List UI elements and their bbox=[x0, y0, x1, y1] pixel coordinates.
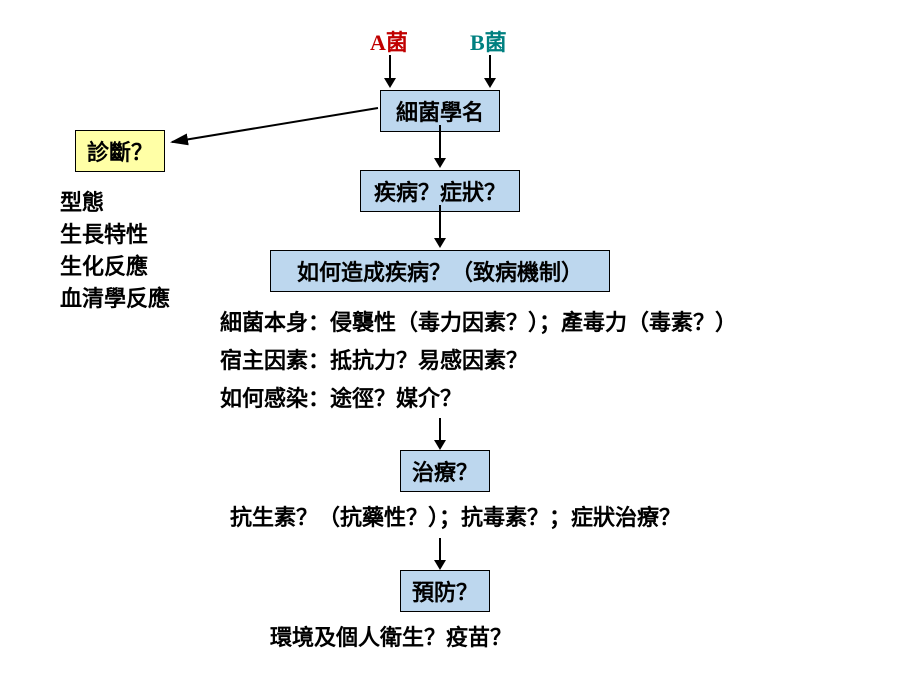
side-item-2: 生化反應 bbox=[60, 249, 148, 281]
side-item-1: 生長特性 bbox=[60, 217, 148, 249]
treatment-box: 治療？ bbox=[400, 450, 490, 492]
arrow-b-line bbox=[489, 55, 491, 78]
arrow-treat-prev-line bbox=[439, 538, 441, 560]
arrow-name-disease-line bbox=[439, 125, 441, 158]
prev-detail-0: 環境及個人衛生？疫苗？ bbox=[270, 620, 512, 652]
arrow-a-head bbox=[384, 78, 396, 88]
treat-detail-0: 抗生素？（抗藥性？）；抗毒素？；症狀治療？ bbox=[230, 500, 681, 532]
a-bacteria-label: A菌 bbox=[370, 25, 408, 57]
side-item-0: 型態 bbox=[60, 185, 104, 217]
mech-detail-1: 宿主因素：抵抗力？易感因素？ bbox=[220, 343, 528, 375]
arrow-mech-treat-line bbox=[439, 418, 441, 440]
side-item-3: 血清學反應 bbox=[60, 281, 170, 313]
arrow-treat-prev-head bbox=[434, 560, 446, 570]
prevention-box: 預防？ bbox=[400, 570, 490, 612]
mechanism-box: 如何造成疾病？（致病機制） bbox=[270, 250, 610, 292]
arrow-disease-mech-head bbox=[434, 238, 446, 248]
mech-detail-0: 細菌本身：侵襲性（毒力因素？）；產毒力（毒素？） bbox=[220, 305, 737, 337]
arrow-name-disease-head bbox=[434, 158, 446, 168]
arrow-a-line bbox=[389, 55, 391, 78]
arrow-mech-treat-head bbox=[434, 440, 446, 450]
mech-detail-2: 如何感染：途徑？媒介？ bbox=[220, 381, 462, 413]
arrow-disease-mech-line bbox=[439, 205, 441, 238]
diagnosis-box: 診斷？ bbox=[75, 130, 165, 172]
b-bacteria-label: B菌 bbox=[470, 25, 507, 57]
arrow-b-head bbox=[484, 78, 496, 88]
